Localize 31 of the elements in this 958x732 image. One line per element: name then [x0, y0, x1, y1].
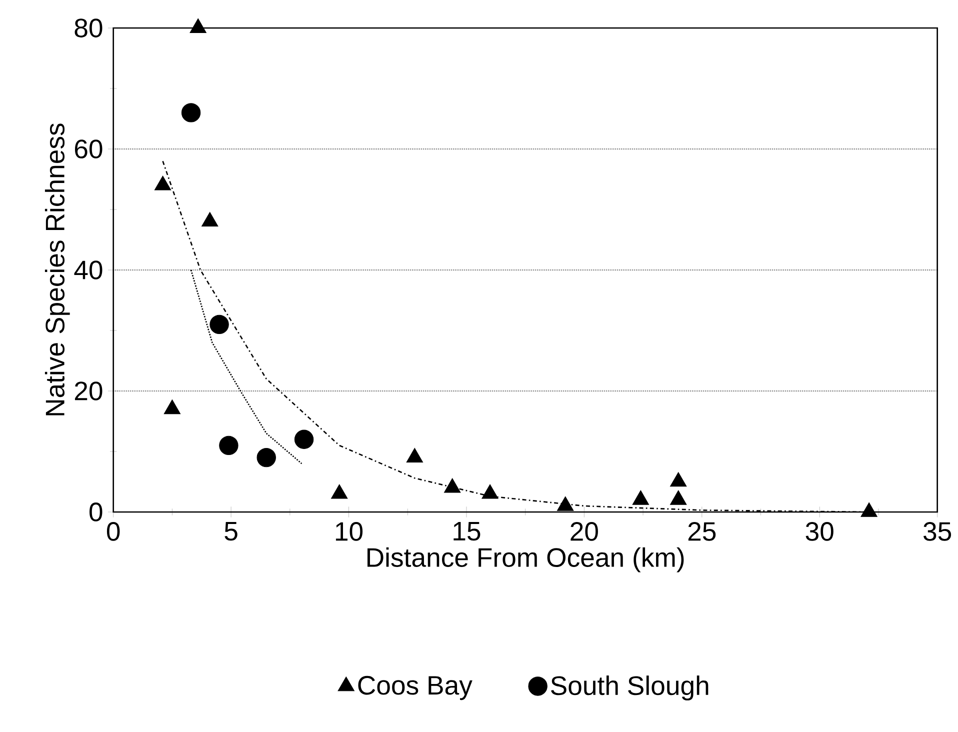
point [330, 484, 348, 499]
x-tick-label: 30 [806, 522, 834, 541]
y-tick-label: 20 [74, 382, 102, 400]
x-axis-title: Distance From Ocean (km) [367, 547, 684, 572]
x-tick-label: 15 [454, 522, 480, 541]
point [670, 472, 687, 487]
x-tick-label: 20 [570, 522, 598, 541]
x-tick-label: 35 [924, 522, 952, 541]
point [482, 484, 498, 499]
y-tick-label: 0 [90, 502, 102, 522]
point [670, 490, 687, 505]
point [860, 502, 878, 517]
point [632, 490, 650, 505]
legend-label: South Slough [551, 676, 708, 700]
point [444, 478, 461, 493]
point [406, 448, 424, 462]
y-axis-title: Native Species Richness [44, 124, 70, 416]
point [164, 400, 181, 414]
legend-label: Coos Bay [358, 676, 472, 700]
line-series [190, 269, 302, 464]
point [557, 496, 574, 511]
x-tick-label: 25 [688, 522, 716, 541]
y-tick-label: 80 [74, 18, 102, 38]
x-tick-label: 10 [336, 522, 363, 541]
x-tick-label: 5 [224, 522, 238, 541]
point [154, 176, 172, 190]
point [190, 18, 206, 33]
x-tick-label: 0 [106, 522, 120, 541]
point [202, 212, 218, 227]
y-tick-label: 40 [74, 260, 102, 280]
y-tick-label: 60 [74, 140, 102, 158]
